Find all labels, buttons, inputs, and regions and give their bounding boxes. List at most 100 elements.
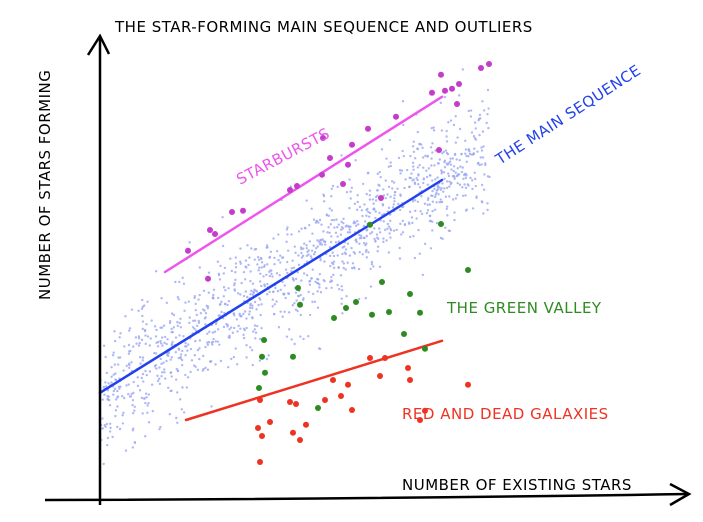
cloud-point <box>137 344 141 347</box>
x-axis-arrow <box>669 482 692 507</box>
cloud-point <box>336 283 339 287</box>
cloud-point <box>307 290 310 294</box>
cloud-point <box>114 409 118 412</box>
cloud-point <box>277 233 280 236</box>
cloud-point <box>192 319 195 323</box>
cloud-point <box>445 162 449 165</box>
cloud-point <box>447 174 451 178</box>
cloud-point <box>440 172 443 175</box>
cloud-point <box>296 294 300 298</box>
cloud-point <box>202 289 206 292</box>
starbursts-point <box>454 101 460 107</box>
cloud-point <box>260 326 263 330</box>
cloud-point <box>222 272 225 275</box>
cloud-point <box>197 319 200 323</box>
cloud-point <box>334 231 338 235</box>
y-axis-arrow <box>86 33 111 56</box>
cloud-point <box>369 285 373 288</box>
cloud-point <box>432 126 435 129</box>
cloud-point <box>470 131 474 134</box>
cloud-point <box>471 207 475 210</box>
cloud-point <box>344 268 347 271</box>
green-valley-point <box>367 221 373 228</box>
cloud-point <box>186 349 189 352</box>
cloud-point <box>132 391 135 395</box>
cloud-point <box>159 326 162 329</box>
cloud-point <box>328 245 332 249</box>
green-valley-point <box>331 315 337 321</box>
cloud-point <box>260 284 263 288</box>
cloud-point <box>445 140 449 143</box>
cloud-point <box>137 337 141 340</box>
cloud-point <box>138 389 142 392</box>
cloud-point <box>194 302 197 306</box>
cloud-point <box>310 249 314 252</box>
cloud-point <box>121 414 124 417</box>
cloud-point <box>224 289 227 292</box>
cloud-point <box>257 258 261 262</box>
cloud-point <box>416 178 419 182</box>
cloud-point <box>412 140 416 143</box>
cloud-point <box>296 271 299 274</box>
cloud-point <box>239 327 242 330</box>
cloud-point <box>256 256 260 259</box>
cloud-point <box>456 167 459 170</box>
cloud-point <box>228 328 231 331</box>
cloud-point <box>114 372 117 375</box>
cloud-point <box>101 417 104 420</box>
cloud-point <box>448 180 451 183</box>
cloud-point <box>253 300 257 304</box>
cloud-point <box>185 386 189 389</box>
cloud-point <box>144 392 148 395</box>
cloud-point <box>431 189 434 193</box>
cloud-point <box>367 171 370 175</box>
cloud-point <box>207 271 211 274</box>
cloud-point <box>434 178 437 181</box>
cloud-point <box>169 358 172 361</box>
green-valley-point <box>369 311 375 318</box>
cloud-point <box>216 328 220 331</box>
cloud-point <box>473 171 476 174</box>
cloud-point <box>428 214 432 218</box>
cloud-point <box>379 175 382 179</box>
green-valley-point <box>297 301 303 308</box>
cloud-point <box>198 266 202 269</box>
cloud-point <box>113 387 117 391</box>
cloud-point <box>322 200 326 203</box>
cloud-point <box>260 266 263 269</box>
cloud-point <box>149 337 152 340</box>
cloud-point <box>254 331 258 334</box>
cloud-point <box>189 347 193 351</box>
cloud-point <box>487 107 490 110</box>
cloud-point <box>187 343 190 346</box>
cloud-point <box>323 260 326 263</box>
cloud-point <box>180 358 184 362</box>
cloud-point <box>429 174 432 177</box>
cloud-point <box>342 262 346 265</box>
cloud-point <box>299 335 302 338</box>
cloud-point <box>211 296 215 299</box>
cloud-point <box>108 403 112 407</box>
cloud-point <box>385 157 388 160</box>
cloud-point <box>136 376 139 379</box>
cloud-point <box>357 267 361 271</box>
cloud-point <box>322 279 325 282</box>
cloud-point <box>413 256 417 260</box>
starbursts-point <box>345 161 351 168</box>
cloud-point <box>310 277 313 280</box>
cloud-point <box>168 321 172 325</box>
cloud-point <box>140 307 144 310</box>
green-valley-point <box>353 299 359 305</box>
cloud-point <box>285 240 288 244</box>
cloud-point <box>341 260 344 263</box>
cloud-point <box>464 139 467 143</box>
cloud-point <box>193 319 197 322</box>
cloud-point <box>411 200 415 203</box>
red-and-dead-point <box>290 429 296 436</box>
cloud-point <box>430 164 433 167</box>
cloud-point <box>165 359 168 363</box>
cloud-point <box>316 245 320 248</box>
cloud-point <box>449 119 453 122</box>
cloud-point <box>141 305 144 309</box>
cloud-point <box>232 355 236 359</box>
